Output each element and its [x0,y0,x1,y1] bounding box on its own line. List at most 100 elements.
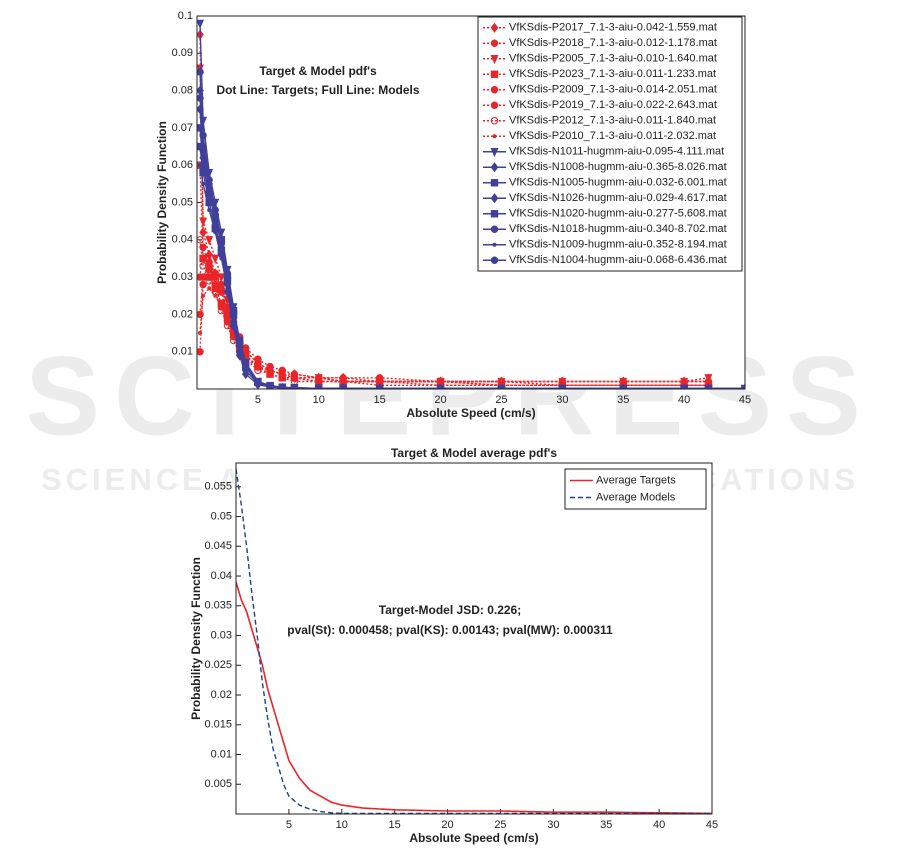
plot-area [236,463,712,814]
legend-label: VfKSdis-P2018_7.1-3-aiu-0.012-1.178.mat [509,37,717,49]
marker [205,277,213,285]
marker [490,39,499,47]
marker [255,364,260,369]
marker [199,262,207,270]
marker [199,146,207,154]
legend-label: VfKSdis-P2019_7.1-3-aiu-0.022-2.643.mat [509,99,717,111]
marker [199,131,207,140]
x-tick-label: 15 [374,394,386,406]
marker [197,19,205,29]
marker [223,310,232,319]
plot-frame [196,15,746,390]
marker [207,286,212,291]
legend-label: VfKSdis-P2005_7.1-3-aiu-0.010-1.640.mat [509,53,717,65]
marker [254,378,262,386]
x-tick-label: 40 [653,819,665,831]
x-tick-label: 30 [556,394,568,406]
y-tick-label: 0.01 [172,346,193,358]
annotation: Dot Line: Targets; Full Line: Models [216,83,419,97]
x-tick-label: 45 [706,819,718,831]
marker [199,273,207,281]
marker [242,344,250,352]
marker [219,304,224,309]
y-tick-label: 0.04 [172,234,193,246]
marker [278,383,286,389]
marker [254,355,262,363]
marker [268,368,273,373]
marker [197,68,204,76]
legend-label: VfKSdis-P2023_7.1-3-aiu-0.011-1.233.mat [509,68,716,80]
marker [197,348,204,356]
y-tick-label: 0.02 [172,308,193,320]
legend-label: VfKSdis-N1026-hugmm-aiu-0.029-4.617.mat [509,192,727,204]
legend-label: VfKSdis-N1020-hugmm-aiu-0.277-5.608.mat [509,208,727,220]
series-line [199,287,709,386]
marker [492,134,497,139]
legend-label: Average Models [596,491,676,503]
marker [201,181,206,186]
x-tick-label: 5 [255,394,261,406]
marker [490,86,499,94]
y-tick-label: 0.015 [204,719,232,731]
marker [217,273,226,283]
x-tick-label: 20 [441,819,453,831]
y-tick-label: 0.06 [172,159,193,171]
marker [241,369,250,380]
marker [339,384,347,389]
legend-label: VfKSdis-P2012_7.1-3-aiu-0.011-1.840.mat [509,115,716,127]
marker [490,225,499,233]
x-tick-label: 10 [336,819,348,831]
marker [438,379,443,384]
series-line [236,581,712,814]
marker [198,163,203,168]
marker [205,187,213,196]
marker [280,372,285,377]
legend-label: Average Targets [596,474,676,486]
y-tick-label: 0.045 [204,540,232,552]
marker [292,375,297,380]
x-tick-label: 20 [434,394,446,406]
marker [207,207,212,212]
marker [211,254,220,264]
plot-frame [235,462,713,815]
y-tick-label: 0.07 [172,122,193,134]
y-tick-label: 0.035 [204,600,232,612]
marker [490,179,499,187]
y-tick-label: 0.04 [211,570,232,582]
marker [205,265,213,274]
legend-label: VfKSdis-N1009-hugmm-aiu-0.352-8.194.mat [509,239,727,251]
marker [377,379,382,384]
chart-title: Target & Model average pdf's [391,446,557,460]
y-axis-label: Probability Density Function [155,121,169,284]
marker [199,254,207,263]
marker [490,162,499,173]
legend-label: VfKSdis-N1004-hugmm-aiu-0.068-6.436.mat [509,254,727,266]
marker [490,101,499,109]
marker [225,319,230,324]
x-axis-label: Absolute Speed (cm/s) [409,831,538,845]
y-tick-label: 0.005 [204,778,232,790]
legend-label: VfKSdis-P2009_7.1-3-aiu-0.014-2.051.mat [509,84,717,96]
y-tick-label: 0.02 [211,689,232,701]
marker [217,239,226,248]
marker [492,242,497,247]
marker [201,293,206,298]
legend-label: VfKSdis-P2017_7.1-3-aiu-0.042-1.559.mat [509,22,717,34]
y-tick-label: 0.09 [172,47,193,59]
x-tick-label: 25 [495,394,507,406]
marker [205,258,213,266]
marker [205,198,213,207]
y-tick-label: 0.05 [172,196,193,208]
marker [235,340,244,348]
x-tick-label: 25 [494,819,506,831]
marker [197,94,204,102]
marker [211,217,219,225]
y-tick-label: 0.025 [204,659,232,671]
x-tick-label: 10 [313,394,325,406]
marker [341,379,346,384]
legend-label: VfKSdis-N1011-hugmm-aiu-0.095-4.111.mat [509,146,724,158]
marker [223,273,232,281]
y-tick-label: 0.03 [211,629,232,641]
marker [490,117,499,125]
